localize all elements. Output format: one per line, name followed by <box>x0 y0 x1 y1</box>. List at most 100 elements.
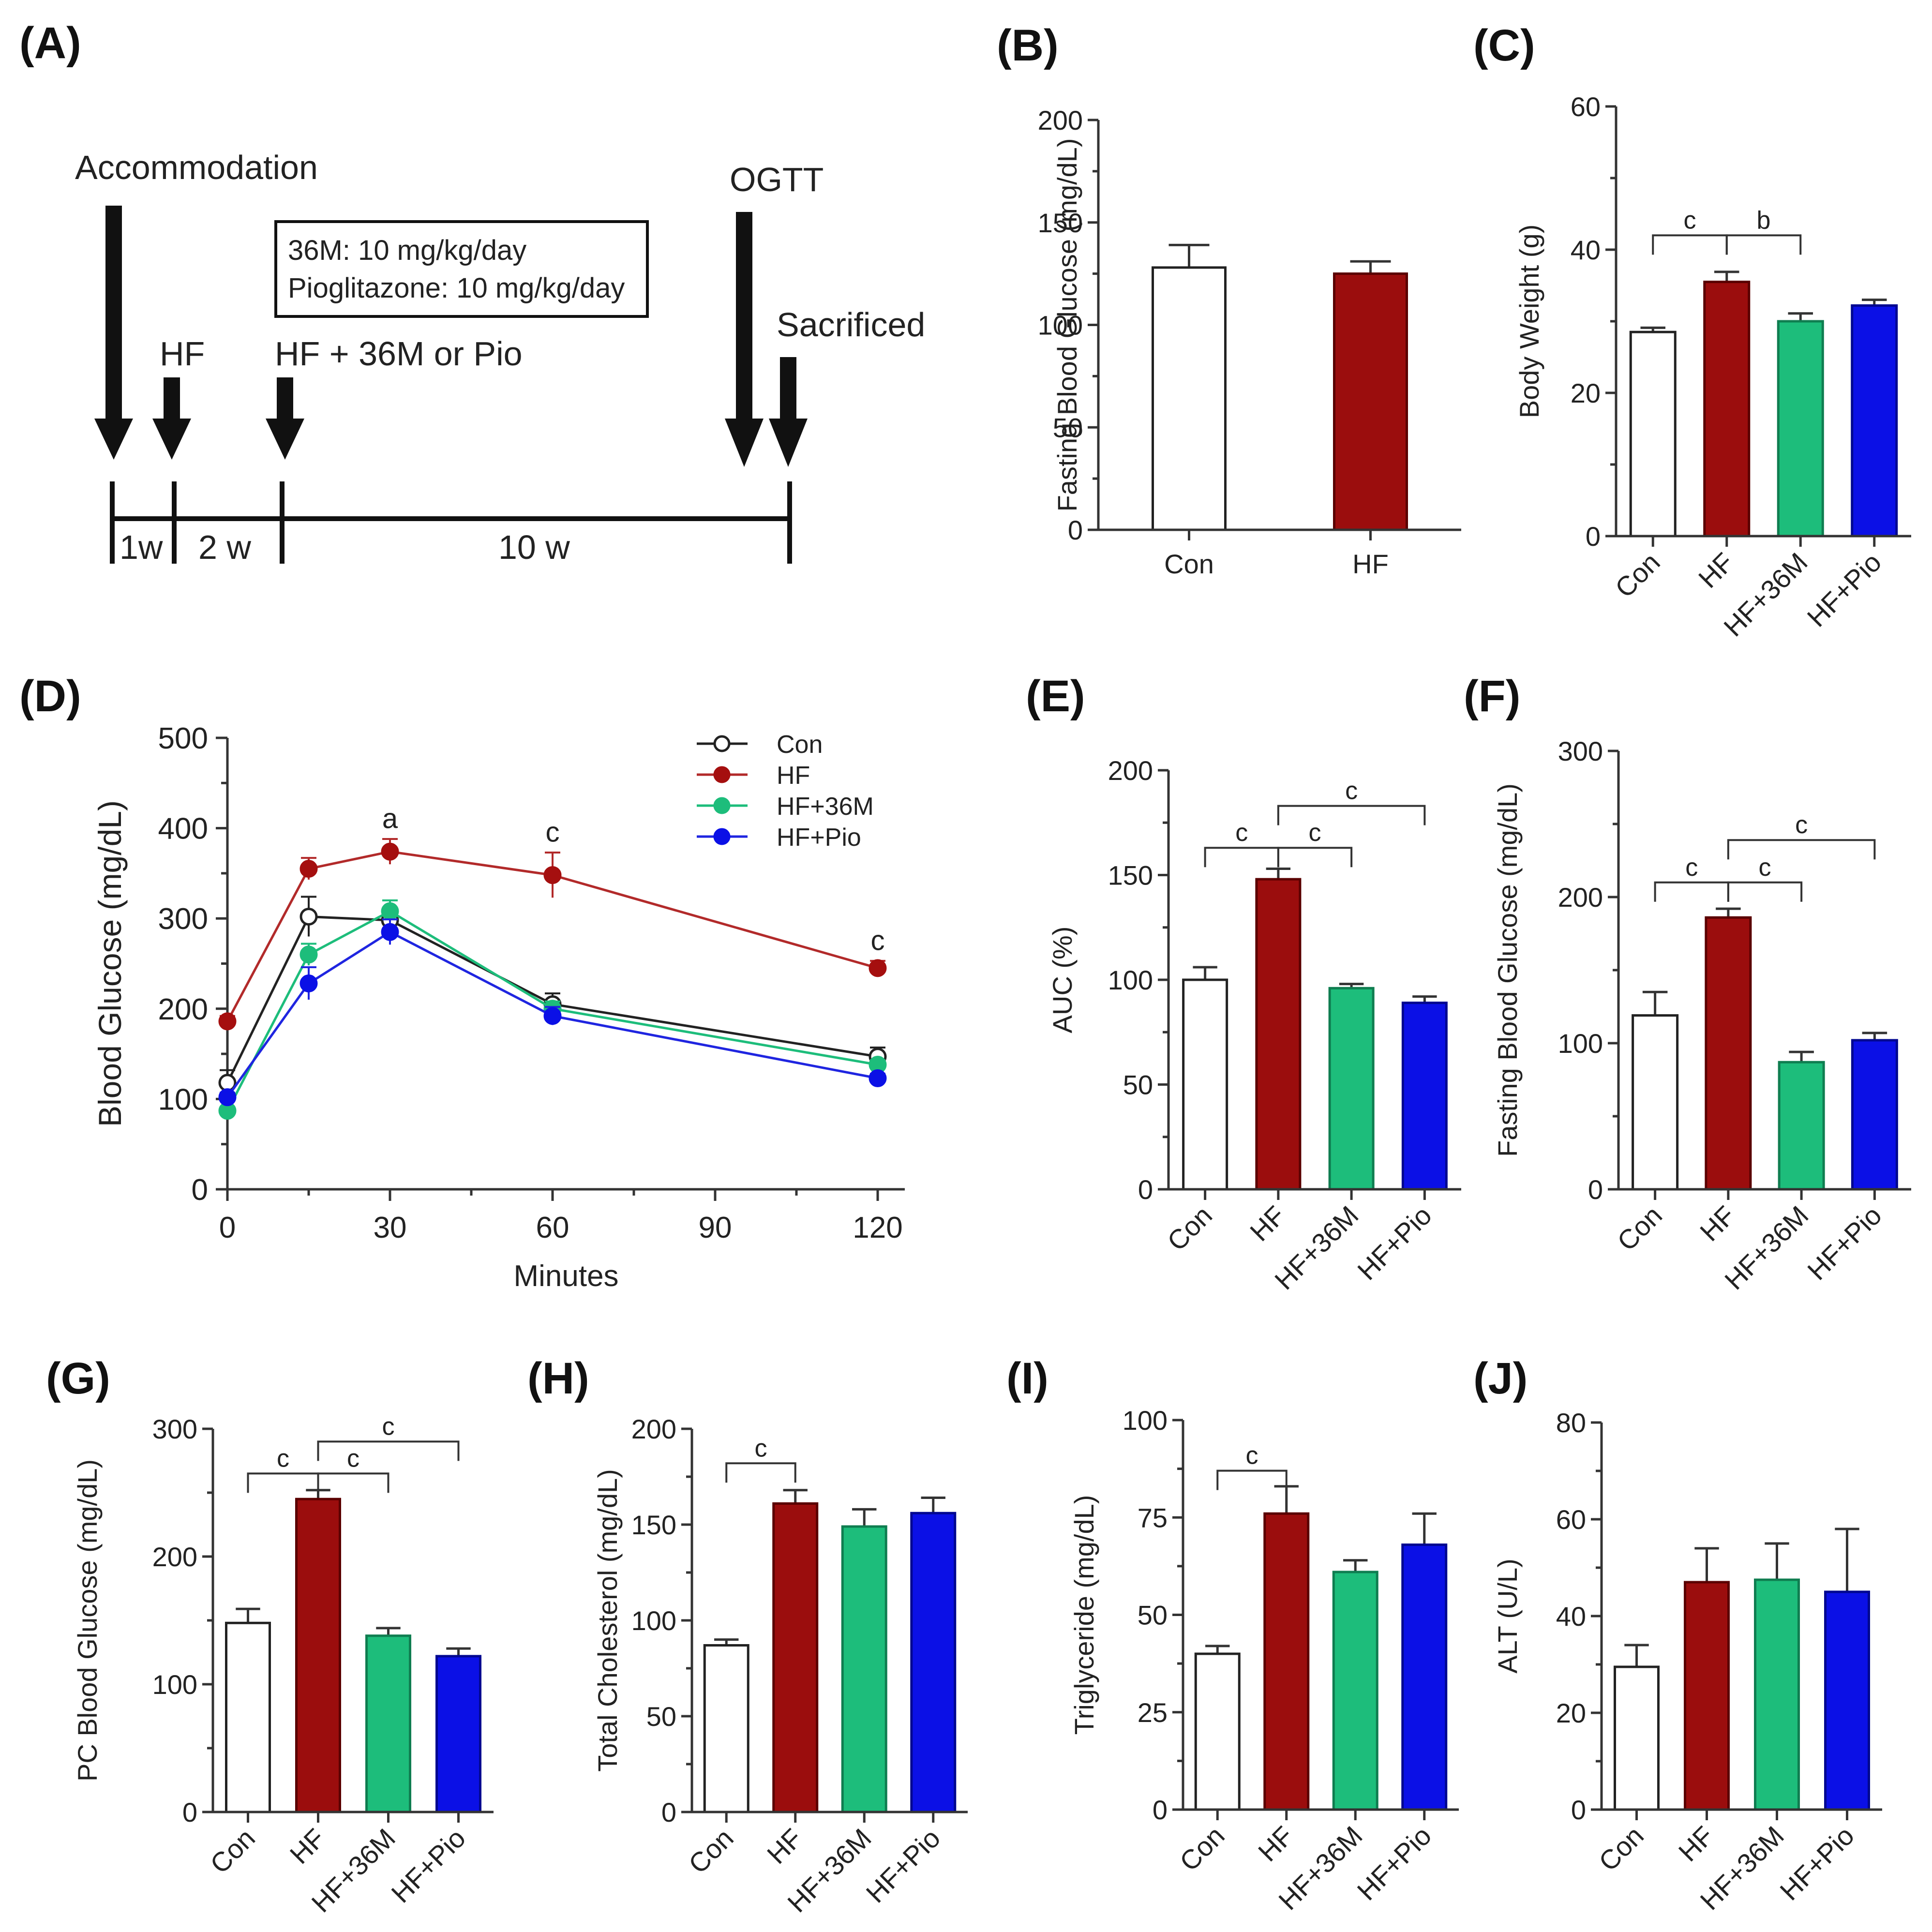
x-tick-label: Con <box>204 1823 261 1879</box>
y-tick-label: 100 <box>1558 1028 1603 1059</box>
ogtt-label: OGTT <box>730 161 824 198</box>
ogtt-arrow-shaft <box>736 212 752 419</box>
bar-hf <box>1333 272 1408 531</box>
x-tick-label: 90 <box>699 1211 732 1244</box>
significance-label: c <box>546 817 560 848</box>
x-tick-label: Con <box>1164 549 1214 579</box>
x-tick-label: HF+Pio <box>385 1823 471 1909</box>
y-tick-label: 200 <box>1108 755 1153 786</box>
significance-label: c <box>277 1444 289 1472</box>
significance-label: c <box>1795 811 1808 839</box>
y-tick-label: 100 <box>158 1083 208 1116</box>
panel-label: (C) <box>1473 21 1535 70</box>
y-tick-label: 0 <box>1068 515 1083 545</box>
data-point <box>300 945 318 964</box>
bar-con <box>1632 1014 1679 1191</box>
bar-hf <box>1263 1512 1310 1811</box>
x-tick-label: HF <box>1252 1820 1299 1867</box>
data-point <box>300 860 318 878</box>
accommodation-arrow-shaft <box>105 206 122 419</box>
significance-label: c <box>1345 777 1358 805</box>
y-tick-label: 300 <box>152 1414 197 1444</box>
x-tick-label: HF <box>1694 1200 1741 1247</box>
y-tick-label: 50 <box>646 1701 676 1732</box>
bar-hf36m <box>365 1634 411 1813</box>
x-tick-label: HF+Pio <box>1774 1820 1860 1906</box>
x-tick-label: Con <box>1593 1820 1649 1877</box>
dose-line-36m: 36M: 10 mg/kg/day <box>288 235 526 266</box>
bar-hfpio <box>910 1512 957 1813</box>
significance-bracket <box>1277 805 1426 825</box>
legend-marker <box>713 797 731 814</box>
legend-marker <box>713 766 731 783</box>
x-tick-label: HF <box>1244 1200 1291 1247</box>
bar-con <box>225 1621 271 1813</box>
significance-label: c <box>755 1434 767 1462</box>
legend-label: HF+36M <box>777 793 874 821</box>
panel-label: (G) <box>46 1354 110 1403</box>
significance-label: c <box>347 1444 359 1472</box>
bar-hf36m <box>1777 320 1824 538</box>
significance-label: c <box>1759 854 1771 882</box>
y-tick-label: 100 <box>152 1669 197 1700</box>
y-tick-label: 0 <box>182 1797 197 1827</box>
y-tick-label: 300 <box>1558 736 1603 766</box>
bar-con <box>703 1644 749 1813</box>
bar-hfpio <box>1851 304 1898 538</box>
y-axis-label: Fasting Blood Glucose (mg/dL) <box>1492 783 1523 1157</box>
bar-hfpio <box>1401 1543 1448 1811</box>
bar-hf <box>1255 878 1302 1191</box>
x-tick-label: 120 <box>853 1211 902 1244</box>
significance-bracket <box>1204 847 1279 868</box>
y-tick-label: 200 <box>158 993 208 1026</box>
significance-bracket <box>317 1440 460 1461</box>
y-tick-label: 0 <box>1138 1174 1153 1205</box>
y-tick-label: 40 <box>1556 1601 1586 1632</box>
week-1-label: 1w <box>120 528 163 566</box>
accommodation-label: Accommodation <box>75 149 318 186</box>
hf-arrow-head <box>152 419 191 460</box>
y-tick-label: 100 <box>631 1605 676 1636</box>
y-tick-label: 80 <box>1556 1408 1586 1438</box>
bar-con <box>1614 1665 1660 1811</box>
legend-marker <box>713 828 731 845</box>
y-tick-label: 150 <box>631 1510 676 1540</box>
y-tick-label: 25 <box>1138 1697 1168 1728</box>
y-tick-label: 100 <box>1108 965 1153 995</box>
y-tick-label: 200 <box>1038 105 1083 135</box>
legend-label: HF+Pio <box>777 824 861 852</box>
y-tick-label: 400 <box>158 812 208 846</box>
y-tick-label: 20 <box>1556 1698 1586 1728</box>
ogtt-arrow-head <box>725 419 764 467</box>
treatment-arrow-head <box>266 419 304 460</box>
bar-hf36m <box>1778 1061 1825 1191</box>
significance-label: c <box>871 925 885 957</box>
significance-label: c <box>1235 819 1248 847</box>
data-point <box>218 1088 237 1107</box>
significance-bracket <box>1725 234 1802 255</box>
x-tick-label: 0 <box>219 1211 236 1244</box>
y-axis-label: ALT (U/L) <box>1492 1558 1523 1674</box>
y-tick-label: 60 <box>1556 1504 1586 1535</box>
x-tick-label: HF <box>284 1823 331 1870</box>
significance-bracket <box>1652 234 1728 255</box>
bar-hfpio <box>1851 1039 1898 1191</box>
panel-label: (D) <box>19 672 81 721</box>
hf-start-label: HF <box>160 335 205 373</box>
sacrificed-label: Sacrificed <box>777 306 925 344</box>
data-point <box>381 842 399 861</box>
x-tick-label: HF+Pio <box>860 1823 946 1909</box>
x-tick-label: Con <box>1174 1820 1230 1877</box>
x-tick-label: HF+Pio <box>1801 1200 1887 1286</box>
panel-d-chart: (D) 0 100 200 300 400 500 0 30 60 90 120 Minutes Bloo… <box>19 672 905 1293</box>
legend-marker <box>713 735 731 752</box>
significance-label: b <box>1757 206 1771 234</box>
bar-hf <box>1684 1581 1730 1811</box>
y-tick-label: 150 <box>1038 208 1083 238</box>
x-tick-label: Con <box>1611 1200 1668 1257</box>
x-tick-label: Con <box>1609 547 1666 603</box>
significance-bracket <box>1727 881 1803 902</box>
data-point <box>869 1069 887 1087</box>
